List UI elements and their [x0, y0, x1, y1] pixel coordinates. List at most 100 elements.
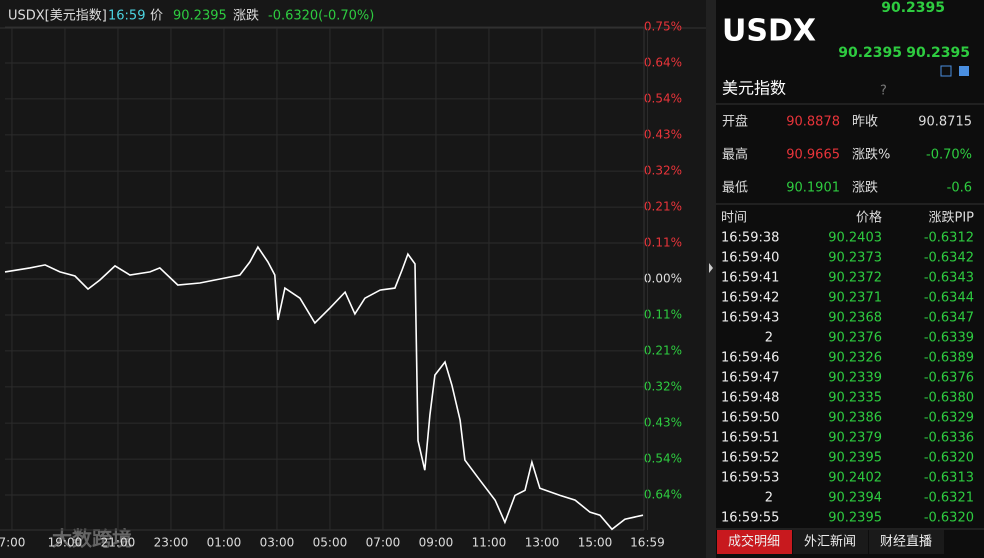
stat-cell: 最高	[722, 147, 748, 163]
stat-cell: -0.6	[947, 181, 972, 196]
trade-header: 时间	[721, 211, 747, 226]
bid: 90.2395	[838, 45, 902, 61]
trade-cell: 16:59:46	[721, 351, 779, 366]
collapse-arrow[interactable]	[709, 263, 713, 273]
tab-label[interactable]: 外汇新闻	[804, 534, 856, 550]
y-tick-label: 0.43%	[644, 127, 682, 141]
trade-header: 涨跌PIP	[928, 210, 974, 226]
add-icon[interactable]	[959, 66, 969, 76]
trade-cell: 90.2335	[828, 391, 882, 406]
y-tick-label: 0.32%	[644, 164, 682, 178]
stat-cell: 90.9665	[786, 148, 840, 163]
trade-cell: 16:59:52	[721, 451, 779, 466]
trade-cell: 90.2373	[828, 251, 882, 266]
trade-cell: 16:59:51	[721, 431, 779, 446]
x-tick-label: 7:00	[0, 536, 25, 550]
y-tick-label: 0.32%	[644, 379, 682, 393]
stat-cell: 90.1901	[786, 181, 840, 196]
x-tick-label: 03:00	[260, 536, 295, 550]
trade-cell: -0.6320	[924, 511, 974, 526]
x-tick-label: 13:00	[525, 536, 560, 550]
trade-cell: 90.2376	[828, 331, 882, 346]
header-bar: USDX[美元指数] 16:59 价 90.2395 涨跌 -0.6320(-0…	[8, 8, 374, 24]
x-tick-label: 01:00	[207, 536, 242, 550]
divider[interactable]	[706, 0, 716, 558]
x-tick-label: 07:00	[366, 536, 401, 550]
time: 16:59	[108, 9, 145, 24]
tab-label[interactable]: 成交明细	[728, 534, 780, 550]
trade-cell: 16:59:40	[721, 251, 779, 266]
y-tick-label: 0.75%	[644, 20, 682, 34]
trade-cell: 16:59:48	[721, 391, 779, 406]
stat-cell: 最低	[722, 181, 748, 196]
tab[interactable]	[869, 530, 944, 554]
ask: 90.2395	[906, 45, 970, 61]
symbol: USDX[美元指数]	[8, 9, 107, 24]
x-tick-label: 16:59	[630, 536, 665, 550]
y-tick-label: 0.00%	[644, 272, 682, 286]
trade-cell: -0.6313	[924, 471, 974, 486]
trade-cell: -0.6329	[924, 411, 974, 426]
trade-cell: 16:59:42	[721, 291, 779, 306]
trade-cell: 16:59:50	[721, 411, 779, 426]
trade-cell: 90.2395	[828, 451, 882, 466]
price-line	[4, 245, 644, 531]
trade-cell: 90.2395	[828, 511, 882, 526]
x-tick-label: 15:00	[578, 536, 613, 550]
stat-cell: 90.8878	[786, 115, 840, 130]
side-panel	[716, 0, 984, 558]
y-tick-label: 0.54%	[644, 452, 682, 466]
x-tick-label: 05:00	[313, 536, 348, 550]
tab-label[interactable]: 财经直播	[880, 535, 932, 550]
stat-cell: 涨跌%	[852, 147, 890, 163]
y-tick-label: 0.54%	[644, 91, 682, 105]
trade-cell: 90.2394	[828, 491, 882, 506]
trade-cell: 90.2403	[828, 231, 882, 246]
price: 90.2395	[173, 9, 227, 24]
trade-cell: 90.2368	[828, 311, 882, 326]
tab[interactable]	[717, 530, 792, 554]
panel-name: 美元指数	[722, 79, 786, 98]
trade-cell: -0.6342	[924, 251, 974, 266]
trade-cell: 16:59:38	[721, 231, 779, 246]
last-price: 90.2395	[881, 0, 945, 16]
trade-cell: -0.6380	[924, 391, 974, 406]
x-tick-label: 11:00	[472, 536, 507, 550]
tab[interactable]	[793, 530, 868, 554]
trade-cell: -0.6321	[924, 491, 974, 506]
x-tick-label: 23:00	[154, 536, 189, 550]
trade-cell: -0.6343	[924, 271, 974, 286]
trade-cell: -0.6376	[924, 371, 974, 386]
stat-cell: 90.8715	[918, 115, 972, 130]
trade-cell: -0.6312	[924, 231, 974, 246]
y-tick-label: 0.11%	[644, 236, 682, 250]
trade-cell: 90.2379	[828, 431, 882, 446]
alert-icon[interactable]	[940, 65, 952, 77]
trade-cell: 90.2326	[828, 351, 882, 366]
change-label: 涨跌	[233, 8, 259, 24]
y-tick-label: 0.43%	[644, 416, 682, 430]
y-tick-label: 0.64%	[644, 488, 682, 502]
stat-cell: 昨收	[852, 115, 878, 130]
trade-cell: 90.2386	[828, 411, 882, 426]
y-tick-label: 0.21%	[644, 343, 682, 357]
x-tick-label: 09:00	[419, 536, 454, 550]
trade-header: 价格	[856, 210, 882, 226]
trade-cell: 16:59:53	[721, 471, 779, 486]
trade-cell: 16:59:41	[721, 271, 779, 286]
trade-cell: -0.6344	[924, 291, 974, 306]
x-tick-label: 19:00	[48, 536, 83, 550]
trade-cell: 90.2371	[828, 291, 882, 306]
stat-cell: 涨跌	[852, 180, 878, 196]
help[interactable]: ?	[880, 84, 887, 99]
trade-cell: 2	[765, 491, 773, 506]
y-tick-label: 0.11%	[644, 307, 682, 321]
trade-cell: 16:59:47	[721, 371, 779, 386]
trade-cell: 90.2339	[828, 371, 882, 386]
trade-cell: -0.6339	[924, 331, 974, 346]
y-tick-label: 0.64%	[644, 55, 682, 69]
trade-cell: -0.6389	[924, 351, 974, 366]
trade-cell: -0.6336	[924, 431, 974, 446]
trade-cell: 90.2402	[828, 471, 882, 486]
